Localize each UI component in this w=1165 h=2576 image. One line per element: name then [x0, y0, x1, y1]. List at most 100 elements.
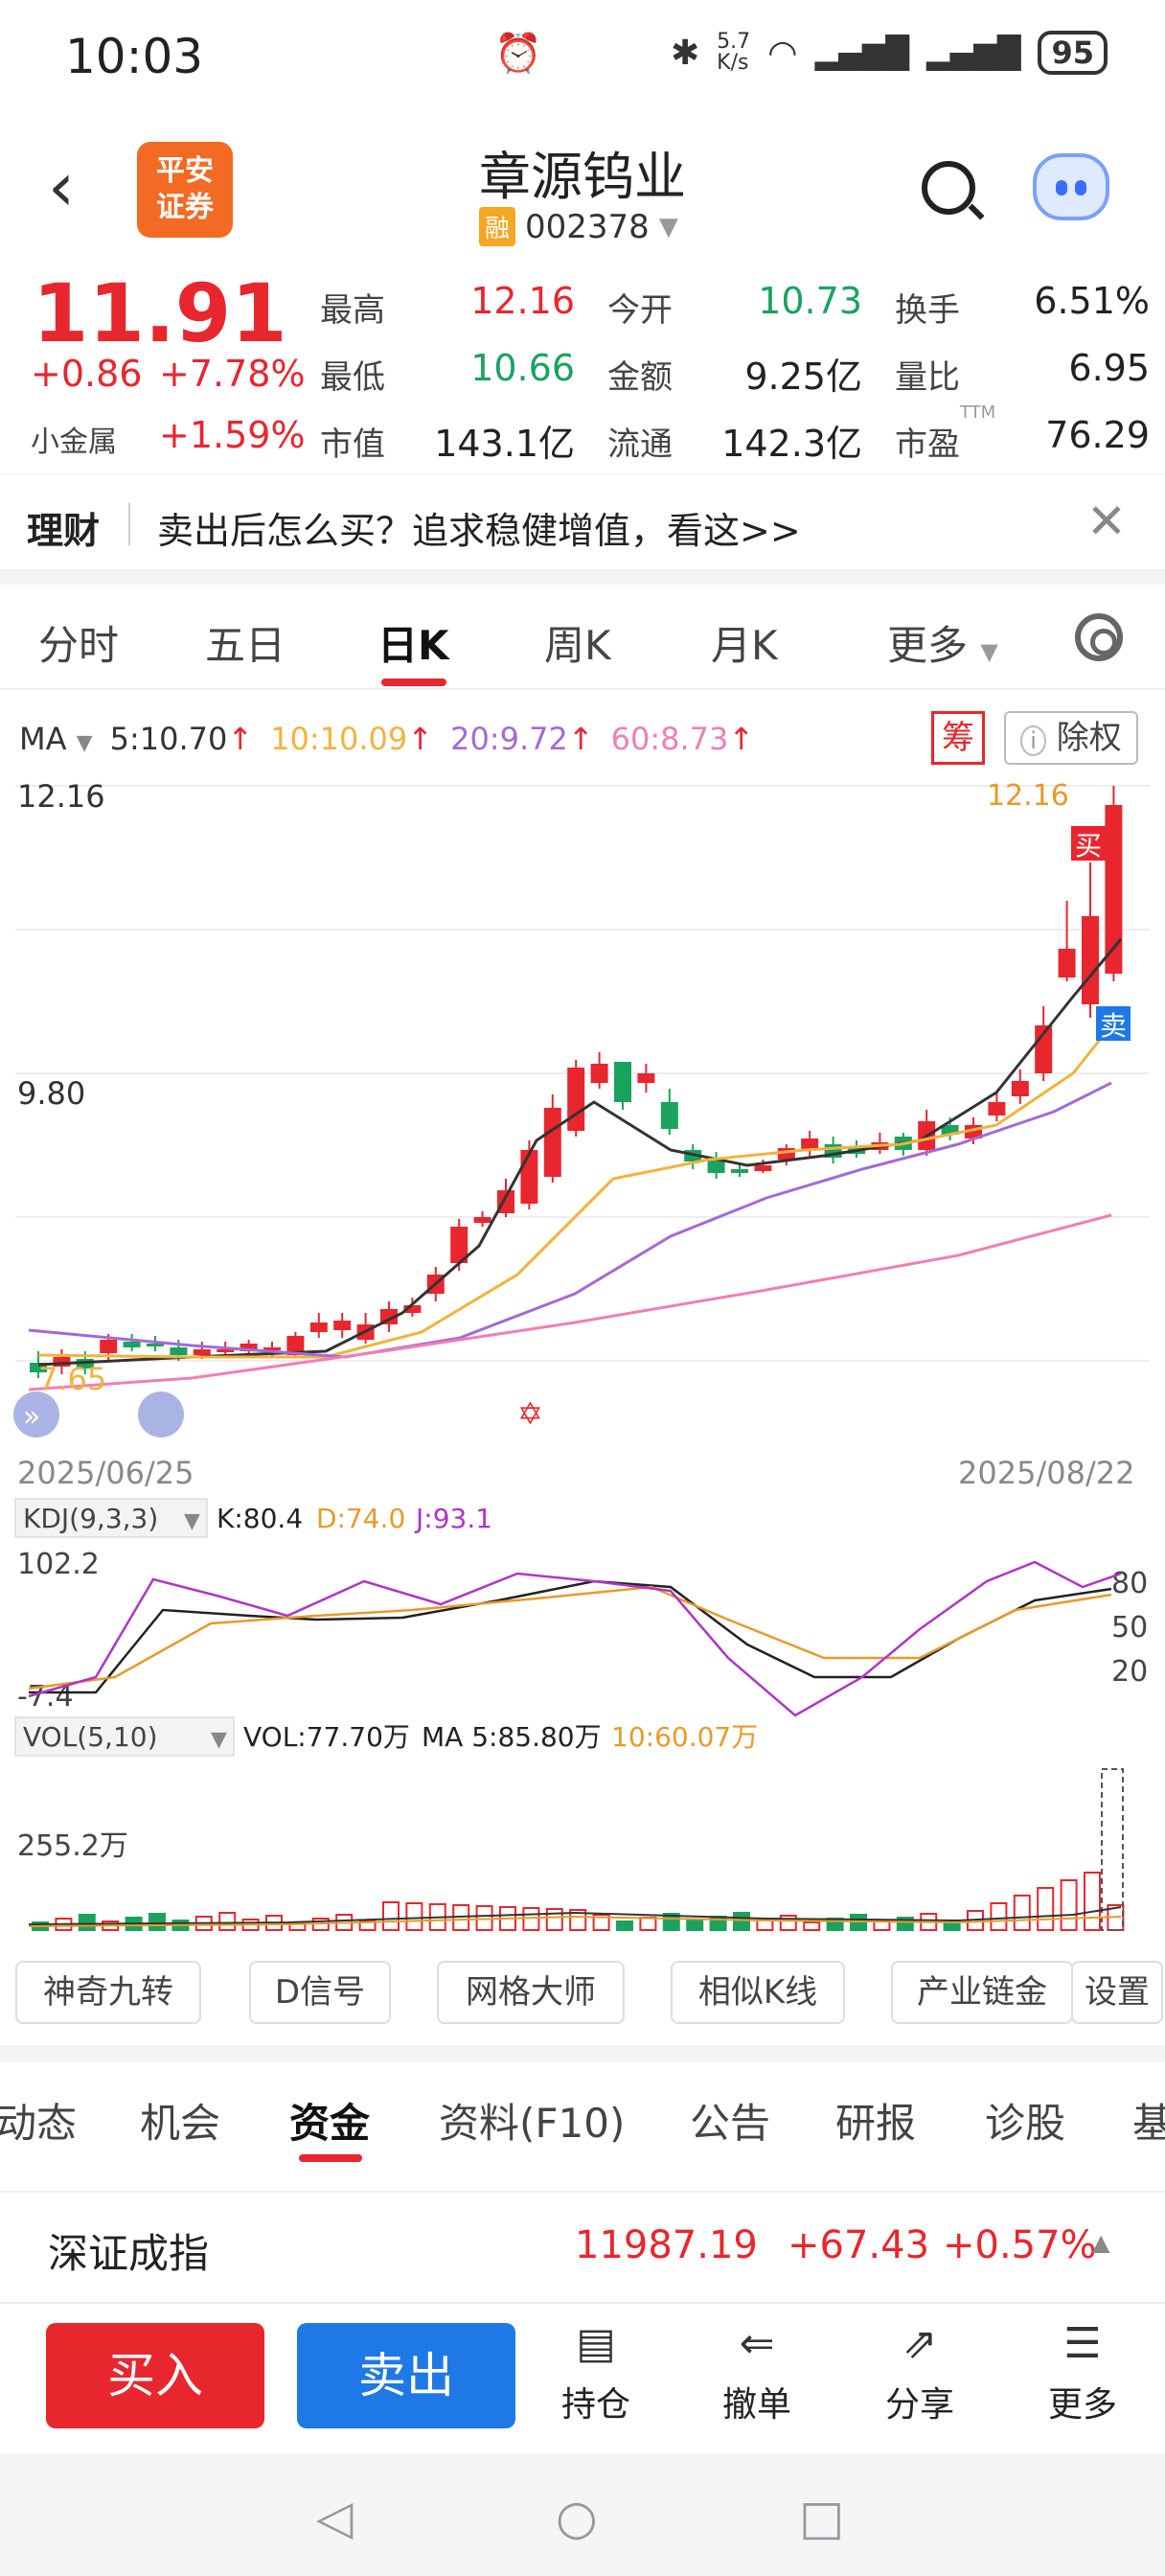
tab-news[interactable]: 动态 — [0, 2100, 78, 2147]
settings-tab[interactable]: 设置 — [1071, 1961, 1163, 2024]
nav-home-icon[interactable]: ○ — [556, 2490, 598, 2545]
candle-body — [309, 1322, 328, 1332]
candle-body — [567, 1068, 585, 1131]
banner-text: 卖出后怎么买？追求稳健增值，看这>> — [157, 510, 801, 552]
sector-label[interactable]: 小金属 — [31, 426, 117, 459]
share-label: 分享 — [884, 2385, 954, 2425]
feature-tab[interactable]: D信号 — [249, 1961, 391, 2024]
candle-body — [403, 1305, 422, 1313]
tab-diagnosis[interactable]: 诊股 — [985, 2100, 1066, 2147]
kline-chart[interactable]: 12.16 9.80 7.65 12.16 买 卖 » ✡ 2025/06/25… — [0, 776, 1165, 1936]
tab-daily-k[interactable]: 日K — [377, 622, 449, 669]
current-price: 11.91 — [33, 266, 287, 360]
more-button[interactable]: ☰ 更多 — [1025, 2321, 1140, 2426]
ma5-line — [37, 938, 1123, 1367]
tab-research[interactable]: 研报 — [835, 2100, 917, 2147]
volume-bar — [78, 1914, 96, 1931]
candle-body — [1011, 1081, 1029, 1096]
volume-bar — [1013, 1895, 1031, 1931]
volume-bar — [616, 1920, 633, 1931]
stat-value-volratio: 6.95 — [1068, 347, 1150, 389]
share-button[interactable]: ⇗ 分享 — [862, 2321, 977, 2426]
alarm-icon: ⏰ — [494, 31, 542, 76]
buy-tag: 买 — [1075, 830, 1102, 862]
ma20-line — [28, 1081, 1112, 1359]
back-icon[interactable]: ‹ — [48, 148, 75, 226]
kdj-top: 102.2 — [17, 1548, 100, 1581]
ma-label: MA ▼ — [19, 721, 93, 757]
kdj-k: K:80.4 — [217, 1503, 303, 1534]
cancel-order-button[interactable]: ⇐ 撤单 — [699, 2321, 814, 2426]
feature-tab[interactable]: 产业链金 — [891, 1961, 1073, 2024]
candle-body — [1058, 949, 1076, 978]
assistant-robot-icon[interactable] — [1033, 153, 1109, 220]
tab-capital[interactable]: 资金 — [289, 2100, 371, 2147]
tab-weekly-k[interactable]: 周K — [544, 622, 611, 669]
status-time: 10:03 — [65, 29, 204, 84]
tab-fund[interactable]: 基 — [1132, 2100, 1165, 2147]
net-speed: 5.7 K/s — [717, 30, 751, 75]
ma-legend[interactable]: MA ▼ 5:10.70↑ 10:10.09↑ 20:9.72↑ 60:8.73… — [19, 721, 754, 757]
feature-tab[interactable]: 网格大师 — [437, 1961, 625, 2024]
tab-more[interactable]: 更多 ▼ — [887, 613, 998, 672]
candle-body — [53, 1357, 71, 1367]
candle-body — [941, 1125, 959, 1135]
tab-five-day[interactable]: 五日 — [205, 622, 286, 669]
tab-monthly-k[interactable]: 月K — [711, 622, 778, 669]
stat-label: 换手 — [895, 291, 960, 330]
stat-label: 流通 — [607, 426, 673, 464]
chart-grid — [15, 785, 1150, 1362]
vol-ma10: 10:60.07万 — [611, 1721, 758, 1753]
ma60-value: 60:8.73↑ — [610, 721, 755, 757]
candle-body — [988, 1102, 1006, 1116]
share-icon: ⇗ — [902, 2319, 938, 2368]
tab-opportunity[interactable]: 机会 — [140, 2100, 221, 2147]
tab-announcement[interactable]: 公告 — [690, 2100, 771, 2147]
bluetooth-icon: ✱ — [671, 33, 700, 73]
tab-f10[interactable]: 资料(F10) — [439, 2100, 626, 2147]
gear-icon[interactable] — [1075, 613, 1123, 661]
event-star-icon: ✡ — [517, 1395, 543, 1432]
stat-value-pe: 76.29 — [1045, 414, 1150, 456]
candle-body — [333, 1321, 352, 1330]
divider — [128, 503, 130, 545]
holdings-label: 持仓 — [560, 2385, 630, 2425]
sell-tag-bg — [1096, 1006, 1131, 1041]
document-icon: ▤ — [576, 2319, 616, 2368]
volume-bar — [686, 1920, 704, 1931]
candle-body — [123, 1342, 141, 1347]
buy-button[interactable]: 买入 — [46, 2323, 264, 2428]
stock-code-selector[interactable]: 融 002378 ▼ — [479, 207, 678, 246]
chip-button[interactable]: 筹 — [931, 711, 985, 765]
active-tab-indicator — [299, 2154, 362, 2162]
candle-body — [217, 1349, 235, 1352]
volume-bar — [405, 1902, 423, 1931]
nav-back-icon[interactable]: ◁ — [316, 2490, 354, 2545]
feature-tab[interactable]: 相似K线 — [671, 1961, 845, 2024]
quote-panel: 11.91 +0.86 +7.78% 小金属 +1.59% 最高 12.16 最… — [0, 261, 1165, 472]
y-low-label: 7.65 — [38, 1361, 106, 1397]
holdings-button[interactable]: ▤ 持仓 — [538, 2321, 653, 2426]
ex-rights-button[interactable]: i 除权 — [1004, 711, 1138, 765]
cancel-order-label: 撤单 — [721, 2385, 791, 2425]
info-tabs: 动态 机会 资金 资料(F10) 公告 研报 诊股 基 — [0, 2062, 1165, 2193]
sell-button[interactable]: 卖出 — [297, 2323, 515, 2428]
vol-value: VOL:77.70万 — [243, 1721, 410, 1753]
feature-tab[interactable]: 神奇九转 — [15, 1961, 201, 2024]
index-ticker[interactable]: 深证成指 11987.19 +67.43 +0.57% ▲ — [0, 2193, 1165, 2304]
tab-intraday[interactable]: 分时 — [38, 622, 120, 669]
volume-bar — [545, 1908, 563, 1931]
battery-indicator: 95 — [1038, 31, 1108, 75]
search-icon[interactable] — [922, 161, 975, 215]
ma10-line — [37, 1024, 1113, 1359]
expand-left-glyph: » — [23, 1400, 40, 1434]
chart-period-tabs: 分时 五日 日K 周K 月K 更多 ▼ — [0, 585, 1165, 690]
close-icon[interactable]: ✕ — [1086, 494, 1127, 549]
wifi-icon: ◠ — [767, 33, 798, 73]
volume-bars — [28, 1768, 1125, 1931]
index-value: 11987.19 — [575, 2223, 758, 2267]
nav-recents-icon[interactable]: □ — [799, 2490, 845, 2545]
promo-banner[interactable]: 理财 卖出后怎么买？追求稳健增值，看这>> ✕ — [0, 473, 1165, 579]
stat-value-mcap: 143.1亿 — [434, 423, 575, 465]
volume-bar — [148, 1913, 166, 1931]
